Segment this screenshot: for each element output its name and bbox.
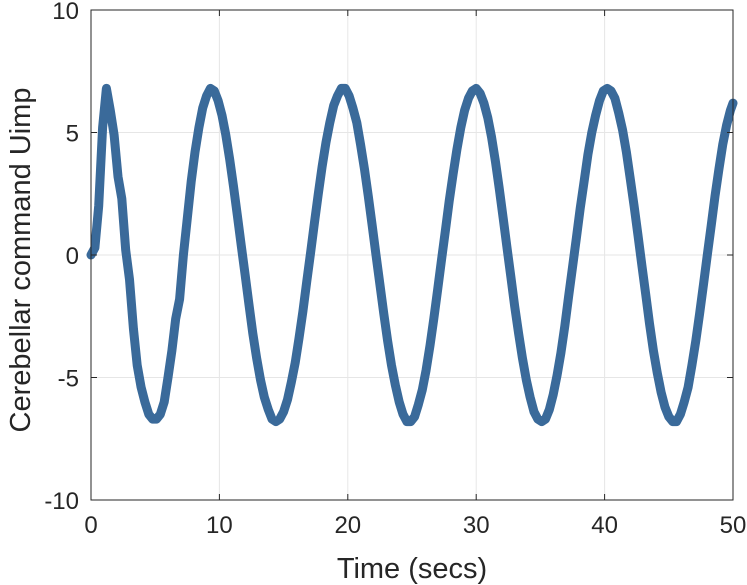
y-tick-label: 0 [66,243,79,270]
x-tick-label: 40 [591,512,618,539]
x-tick-label: 30 [463,512,490,539]
y-tick-labels: -10 -5 0 5 10 [44,0,79,515]
y-tick-label: -10 [44,488,79,515]
y-axis-label: Cerebellar command Uimp [5,88,37,433]
plot-line-layer [86,83,738,427]
x-tick-label: 0 [84,512,97,539]
y-tick-label: -5 [58,366,79,393]
y-tick-label: 10 [52,0,79,25]
series-line [86,83,738,427]
x-tick-label: 50 [720,512,747,539]
x-tick-labels: 0 10 20 30 40 50 [84,512,746,539]
tick-marks [90,9,734,501]
x-tick-label: 20 [334,512,361,539]
y-tick-label: 5 [66,121,79,148]
x-tick-label: 10 [206,512,233,539]
x-axis-label: Time (secs) [337,553,487,585]
